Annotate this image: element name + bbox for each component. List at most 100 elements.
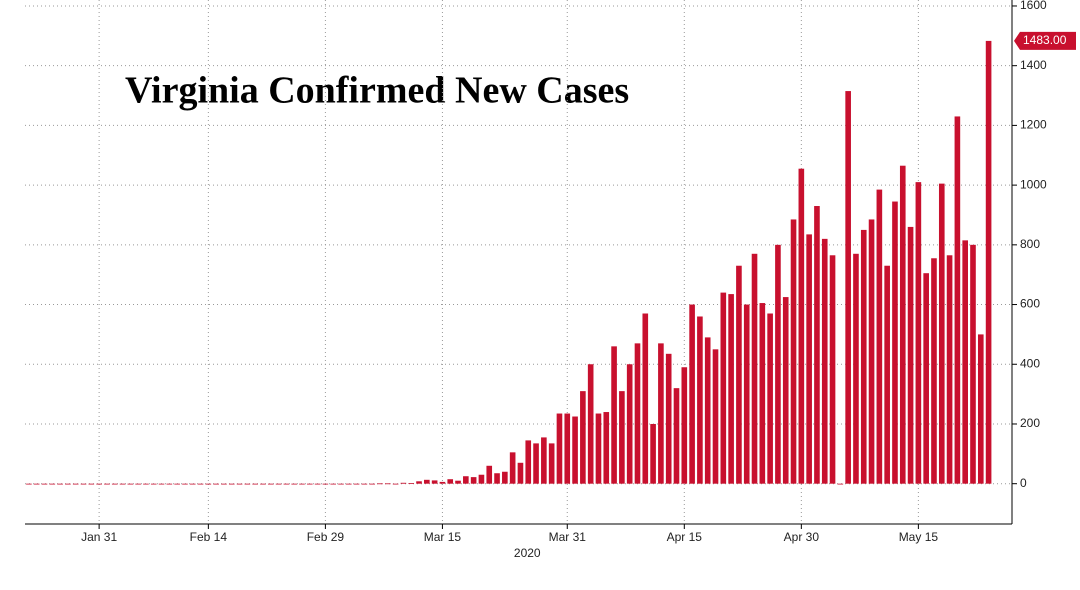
bar [697,316,703,484]
y-tick-label: 1400 [1020,58,1047,72]
bar [385,483,391,485]
bar [837,483,844,485]
bar [361,483,368,485]
bar [283,483,290,485]
bar [806,234,812,484]
bar [751,253,758,484]
bar [135,483,141,485]
bar [572,416,578,484]
bar [353,483,360,485]
bar [946,255,953,484]
bar [915,182,922,484]
bar [541,437,547,484]
bar [580,391,586,484]
bar [509,452,516,484]
bar [548,443,555,484]
bar [408,483,415,484]
x-tick-label: Feb 29 [307,530,345,544]
bar [314,483,321,485]
bar [938,183,945,484]
bar [860,229,867,484]
annotation-box [1014,31,1076,50]
bar [330,483,337,485]
bar [821,238,828,484]
bar [33,483,40,485]
bar [470,477,477,484]
bar [728,294,734,484]
bar [650,423,656,484]
bar [299,483,305,485]
bar [907,226,914,484]
bar [65,483,71,485]
y-tick-label: 200 [1020,416,1040,430]
x-tick-label: Mar 31 [549,530,587,544]
bar [743,304,750,484]
bar [455,480,461,484]
bar [57,483,63,485]
bar [977,334,984,484]
bar [291,483,297,485]
bar [759,303,766,484]
x-tick-label: May 15 [899,530,939,544]
bar [782,297,789,484]
bar [41,483,48,485]
bar [845,91,851,484]
y-tick-label: 1600 [1020,0,1047,12]
bar [392,483,399,485]
bar [517,462,524,484]
bar [345,483,352,485]
bar [954,116,961,484]
x-tick-label: Feb 14 [190,530,228,544]
y-tick-label: 1000 [1020,177,1047,191]
bar [478,474,485,484]
bar [923,273,929,484]
y-tick-label: 0 [1020,476,1027,490]
bar [970,244,976,484]
chart-title: Virginia Confirmed New Cases [125,70,629,112]
bar [158,483,165,485]
bar [416,481,422,484]
bar [80,483,87,485]
bar [252,483,258,485]
bar [681,367,688,484]
bar [884,265,890,484]
bar [626,364,633,484]
x-axis-label: 2020 [514,546,541,560]
annotation-label: 1483.00 [1023,33,1067,47]
bar [892,201,898,484]
x-tick-label: Mar 15 [424,530,462,544]
bar [665,353,672,484]
bar [868,219,875,484]
bar [104,483,110,485]
bar [182,483,188,485]
bar [720,292,727,484]
bar [205,483,212,485]
bar [189,483,196,485]
bar [174,483,180,485]
bar [689,304,695,484]
y-tick-label: 800 [1020,237,1040,251]
bar [447,479,454,484]
bar [494,473,500,484]
bar [306,483,313,485]
y-tick-label: 1200 [1020,118,1047,132]
bar [213,483,219,485]
bar [244,483,251,485]
bar [111,483,118,485]
bar [556,413,563,484]
bar [424,479,430,484]
bar [704,337,711,484]
bar [228,483,235,485]
bar [790,219,797,484]
bar [463,476,469,484]
x-tick-label: Apr 30 [784,530,820,544]
bar [400,482,407,484]
bar [798,168,805,484]
bar [49,483,56,485]
bar [829,255,836,484]
bar [595,413,602,484]
bar [899,165,906,484]
x-tick-label: Jan 31 [81,530,117,544]
bar [673,388,680,484]
